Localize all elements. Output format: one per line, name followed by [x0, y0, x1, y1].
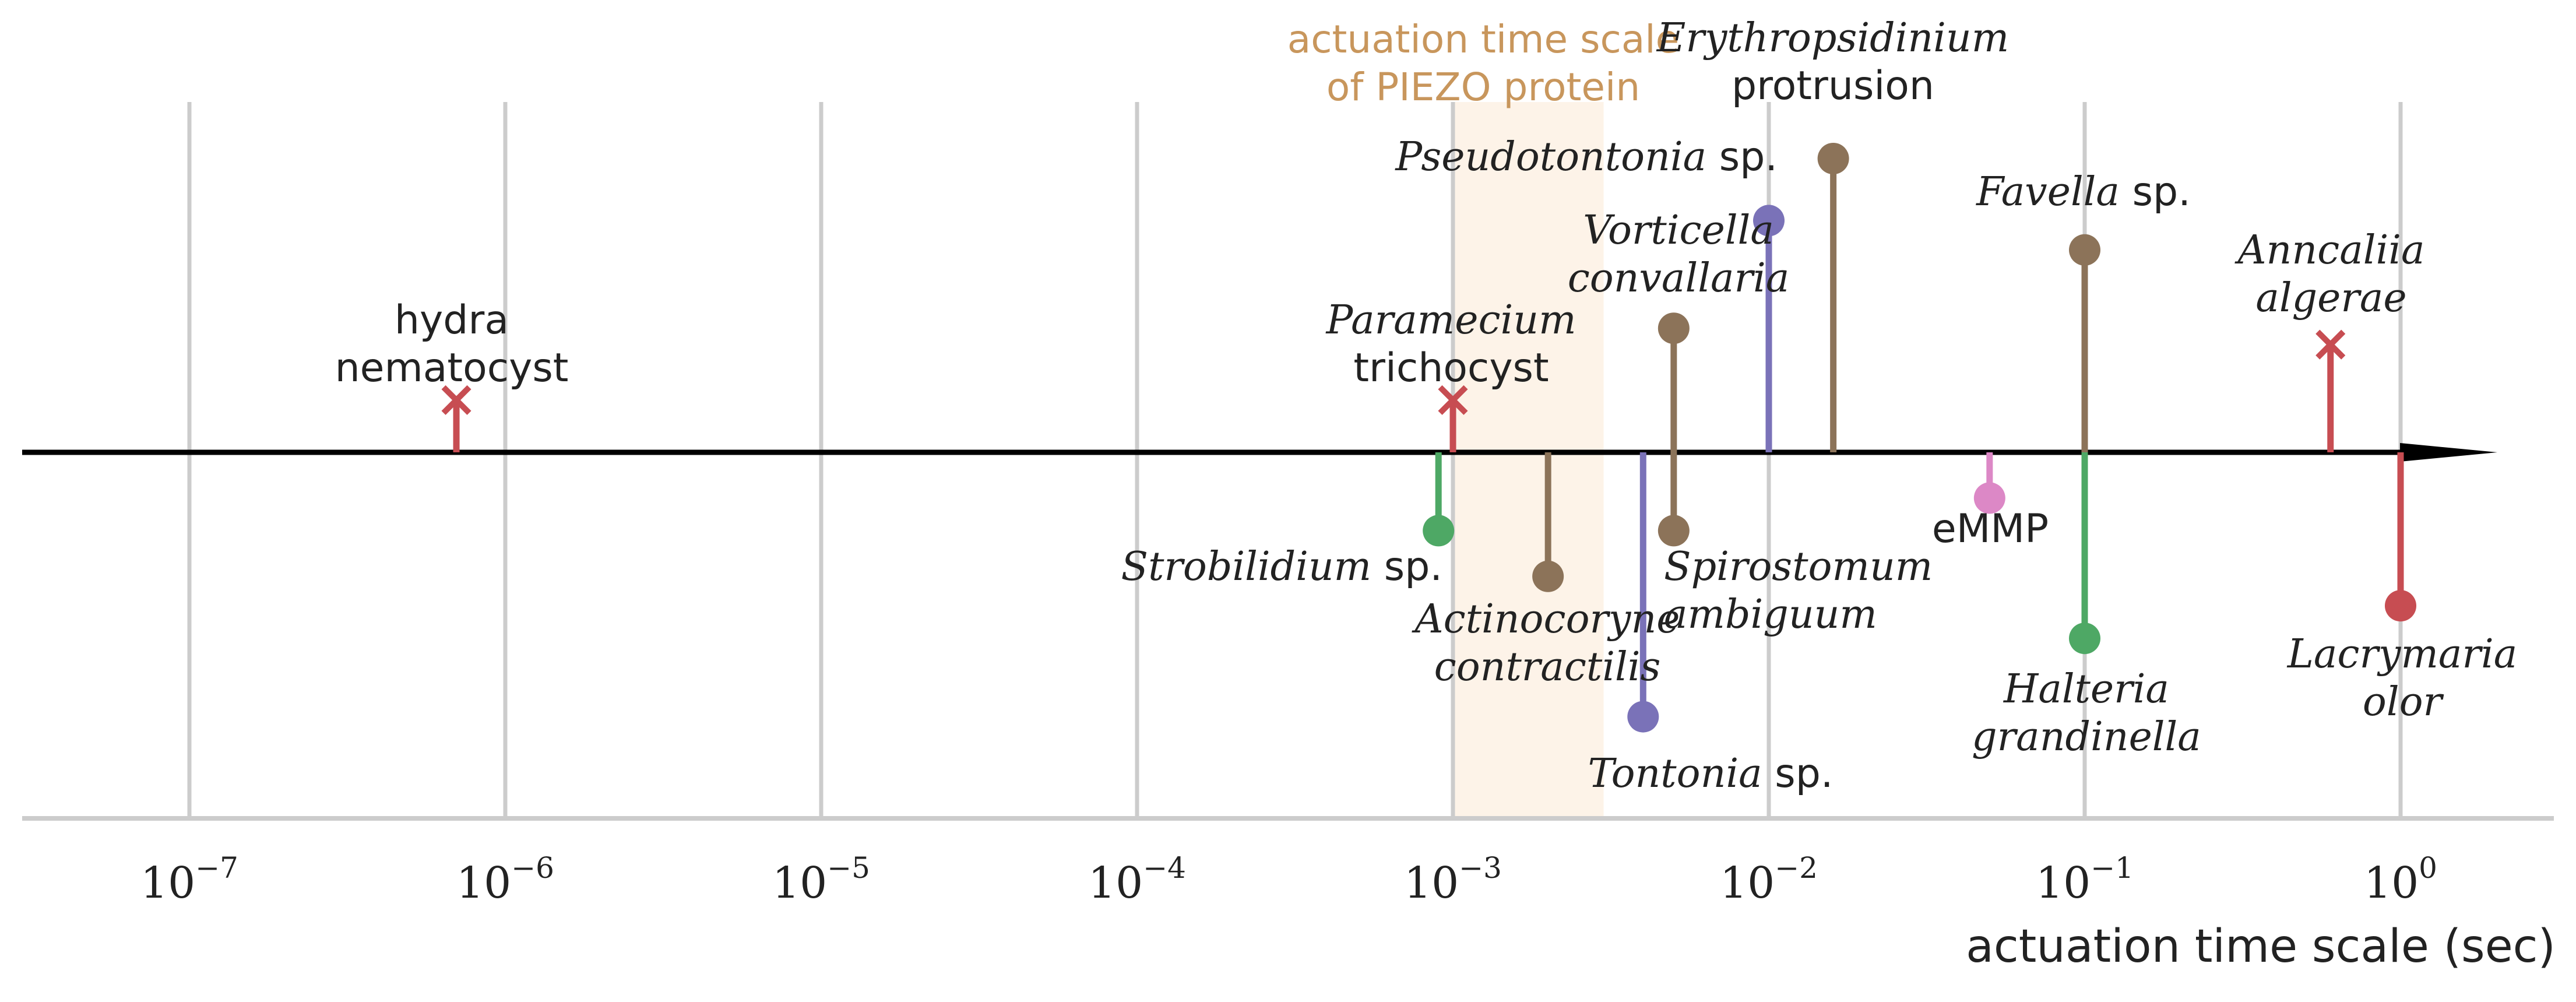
event-label: eMMP: [1932, 506, 2049, 552]
event-label-italic-part: Halteria: [2003, 666, 2169, 712]
tick-label: 10−1: [2036, 851, 2134, 908]
tick-label: 10−5: [772, 851, 870, 908]
event-label-italic-part: Vorticella: [1583, 208, 1774, 254]
event-marker-dot: [1532, 560, 1564, 592]
event-label-part: protrusion: [1732, 63, 1934, 109]
event-marker-cross-stroke: [1438, 385, 1468, 415]
event-label-italic-part: Actinocoryne: [1412, 596, 1680, 642]
tick-label-exponent: −1: [2091, 851, 2134, 885]
event-label-italic-part: olor: [2363, 679, 2444, 725]
event-label: hydra nematocyst: [335, 297, 569, 391]
tick-label: 10−4: [1088, 851, 1186, 908]
event-marker-dot: [1817, 143, 1849, 174]
piezo-band-label-line: actuation time scale: [1287, 17, 1679, 62]
tick-label-base: 10: [140, 858, 195, 908]
tick-label-exponent: −3: [1459, 851, 1502, 885]
event-marker-dot: [1657, 515, 1690, 547]
event-label-part: nematocyst: [335, 345, 569, 391]
event-label-italic-part: Erythropsidinium: [1656, 15, 2009, 61]
event-marker-dot: [1657, 312, 1690, 344]
event-marker-dot: [1627, 701, 1659, 733]
tick-label: 100: [2364, 851, 2437, 908]
x-axis-label: actuation time scale (sec): [1966, 920, 2556, 973]
event-label-part: sp.: [1706, 134, 1778, 180]
event-marker-cross-stroke: [441, 385, 471, 415]
event-label: Actinocoryne contractilis: [1412, 596, 1680, 690]
piezo-band-label: actuation time scale of PIEZO protein: [1287, 17, 1679, 110]
tick-label-exponent: 0: [2419, 851, 2437, 885]
event-label: Tontonia sp.: [1588, 751, 1834, 797]
event-label-italic-part: contractilis: [1434, 644, 1661, 690]
event-marker-dot: [1423, 515, 1455, 547]
event-marker-dot: [2069, 623, 2100, 655]
event-label: Favella sp.: [1975, 169, 2191, 215]
event-marker-dot: [1753, 205, 1785, 237]
event-marker-dot: [2069, 234, 2100, 266]
tick-label-layer: 10−7 10−6 10−5 10−4 10−3 10−2 10−1 100: [140, 851, 2437, 908]
event-label-italic-part: Strobilidium: [1121, 544, 1371, 590]
tick-label-exponent: −7: [195, 851, 238, 885]
event-marker-cross: [441, 385, 471, 415]
tick-label: 10−6: [456, 851, 554, 908]
tick-label-base: 10: [2364, 858, 2419, 908]
event-label-italic-part: Anncaliia: [2234, 227, 2424, 273]
axis-layer: [22, 443, 2554, 821]
piezo-band: [1453, 102, 1604, 818]
event-label-part: trichocyst: [1353, 345, 1549, 391]
event-label-italic-part: grandinella: [1972, 714, 2201, 760]
event-label-italic-part: Spirostomum: [1664, 544, 1933, 590]
event-label: Paramecium trichocyst: [1325, 297, 1576, 391]
event-label: Vorticella convallaria: [1568, 208, 1790, 301]
event-label: Anncaliia algerae: [2234, 227, 2424, 321]
tick-label: 10−3: [1404, 851, 1502, 908]
tick-label: 10−2: [1720, 851, 1818, 908]
event-label-italic-part: algerae: [2255, 275, 2406, 321]
label-layer: actuation time scale of PIEZO protein hydr…: [335, 15, 2518, 797]
tick-label-base: 10: [2036, 858, 2091, 908]
event-marker-dot: [2385, 590, 2416, 622]
tick-label: 10−7: [140, 851, 238, 908]
tick-label-exponent: −4: [1143, 851, 1186, 885]
tick-label-base: 10: [1720, 858, 1775, 908]
event-label: Spirostomum ambiguum: [1664, 544, 1933, 638]
event-layer: [441, 143, 2416, 733]
event-marker-cross: [1438, 385, 1468, 415]
event-label-part: hydra: [395, 297, 509, 343]
event-label-italic-part: Favella: [1975, 169, 2120, 215]
tick-label-base: 10: [456, 858, 511, 908]
event-marker-cross: [2315, 329, 2346, 360]
event-label-italic-part: Lacrymaria: [2286, 631, 2518, 677]
tick-label-exponent: −2: [1775, 851, 1818, 885]
event-label: Erythropsidinium protrusion: [1656, 15, 2009, 109]
event-marker-dot: [1973, 482, 2005, 514]
event-label-part: sp.: [2120, 169, 2191, 215]
event-label-part: eMMP: [1932, 506, 2049, 552]
event-label: Halteria grandinella: [1972, 666, 2201, 760]
event-label-part: sp.: [1371, 544, 1442, 590]
tick-label-exponent: −6: [511, 851, 554, 885]
event-label-italic-part: Paramecium: [1325, 297, 1576, 343]
event-label-italic-part: ambiguum: [1664, 592, 1877, 638]
event-marker-cross-stroke: [2315, 329, 2346, 360]
tick-label-base: 10: [1404, 858, 1459, 908]
event-label: Lacrymaria olor: [2286, 631, 2518, 725]
piezo-band-layer: [1453, 102, 1604, 818]
time-axis-arrowhead: [2400, 443, 2497, 462]
event-label-italic-part: Tontonia: [1588, 751, 1762, 797]
tick-label-base: 10: [772, 858, 827, 908]
event-label-italic-part: Pseudotontonia: [1394, 134, 1706, 180]
piezo-band-label-line: of PIEZO protein: [1326, 65, 1640, 110]
event-label-italic-part: convallaria: [1568, 255, 1790, 301]
event-label-part: sp.: [1762, 751, 1834, 797]
tick-label-base: 10: [1088, 858, 1143, 908]
event-label: Pseudotontonia sp.: [1394, 134, 1778, 180]
event-label: Strobilidium sp.: [1121, 544, 1442, 590]
tick-label-exponent: −5: [827, 851, 870, 885]
